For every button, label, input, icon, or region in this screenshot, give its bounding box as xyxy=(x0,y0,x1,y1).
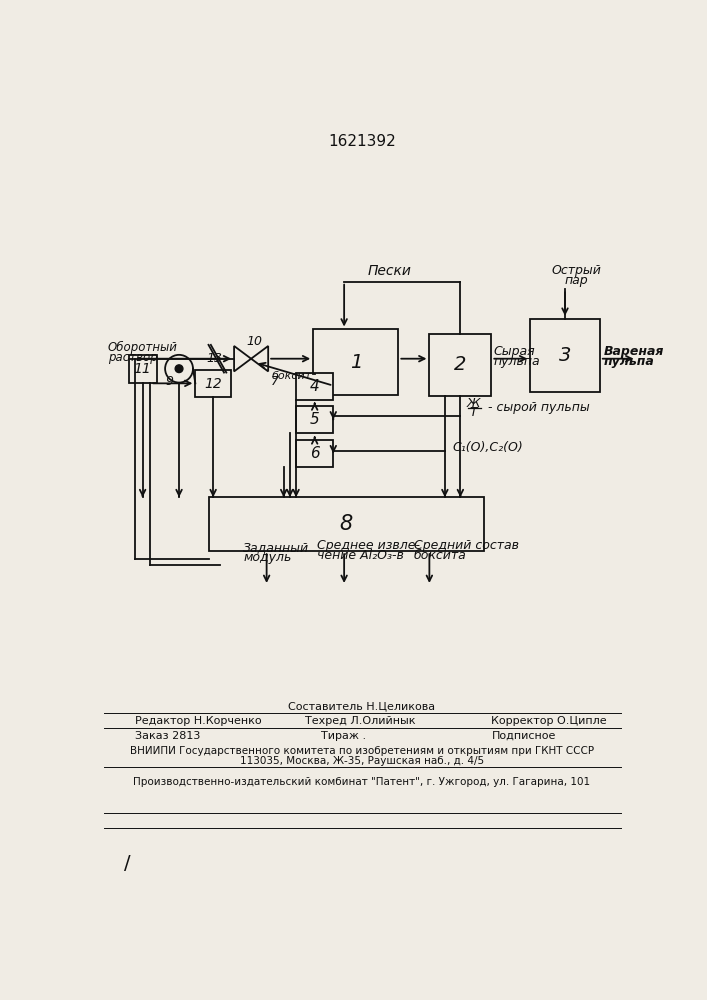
Bar xyxy=(195,370,231,397)
Text: 10: 10 xyxy=(247,335,262,348)
Text: 11: 11 xyxy=(134,362,151,376)
Bar xyxy=(530,319,600,392)
Text: 1: 1 xyxy=(349,353,362,372)
Text: раствор: раствор xyxy=(107,351,158,364)
Text: 8: 8 xyxy=(339,514,353,534)
Text: Т: Т xyxy=(469,406,477,419)
Text: 113035, Москва, Ж-35, Раушская наб., д. 4/5: 113035, Москва, Ж-35, Раушская наб., д. … xyxy=(240,756,484,766)
Text: Вареная: Вареная xyxy=(604,344,664,358)
Text: /: / xyxy=(124,854,130,873)
Text: пар: пар xyxy=(565,274,588,287)
Text: Редактор Н.Корченко: Редактор Н.Корченко xyxy=(135,716,262,726)
Text: 7: 7 xyxy=(270,375,279,388)
Circle shape xyxy=(175,365,183,373)
Bar xyxy=(296,373,333,400)
Text: боксит: боксит xyxy=(272,371,312,381)
Text: Составитель Н.Целикова: Составитель Н.Целикова xyxy=(288,702,436,712)
Text: Техред Л.Олийнык: Техред Л.Олийнык xyxy=(305,716,416,726)
Text: пульпа: пульпа xyxy=(493,355,540,368)
Text: Острый: Острый xyxy=(551,264,602,277)
Bar xyxy=(313,329,398,395)
Text: 9: 9 xyxy=(165,375,173,388)
Bar xyxy=(429,334,491,396)
Text: 3: 3 xyxy=(559,346,571,365)
Text: - сырой пульпы: - сырой пульпы xyxy=(488,401,589,414)
Text: Среднее извле-: Среднее извле- xyxy=(317,539,420,552)
Text: чение Al₂O₃-в: чение Al₂O₃-в xyxy=(317,549,404,562)
Text: 2: 2 xyxy=(454,355,467,374)
Text: боксита: боксита xyxy=(414,549,467,562)
Text: 1621392: 1621392 xyxy=(328,134,396,149)
Text: 12: 12 xyxy=(204,377,222,391)
Text: 13: 13 xyxy=(206,352,223,365)
Text: ВНИИПИ Государственного комитета по изобретениям и открытиям при ГКНТ СССР: ВНИИПИ Государственного комитета по изоб… xyxy=(130,746,594,756)
Text: пульпа: пульпа xyxy=(604,355,655,368)
Text: 4: 4 xyxy=(310,379,320,394)
Text: С₁(О),С₂(О): С₁(О),С₂(О) xyxy=(452,441,523,454)
Text: Подписное: Подписное xyxy=(491,731,556,741)
Text: Оборотный: Оборотный xyxy=(107,341,177,354)
Bar xyxy=(296,406,333,433)
Text: Корректор О.Ципле: Корректор О.Ципле xyxy=(491,716,607,726)
Text: Заказ 2813: Заказ 2813 xyxy=(135,731,200,741)
Bar xyxy=(129,355,156,383)
Text: Тираж .: Тираж . xyxy=(321,731,366,741)
Text: 5: 5 xyxy=(310,412,320,427)
Text: модуль: модуль xyxy=(243,551,292,564)
Text: Заданный: Заданный xyxy=(243,541,310,554)
Text: 6: 6 xyxy=(310,446,320,461)
Text: Пески: Пески xyxy=(368,264,411,278)
Bar xyxy=(209,497,484,551)
Text: Сырая: Сырая xyxy=(493,344,535,358)
Text: Средний состав: Средний состав xyxy=(414,539,519,552)
Text: Ж: Ж xyxy=(467,397,480,410)
Bar xyxy=(296,440,333,467)
Text: Производственно-издательский комбинат "Патент", г. Ужгород, ул. Гагарина, 101: Производственно-издательский комбинат "П… xyxy=(134,777,590,787)
